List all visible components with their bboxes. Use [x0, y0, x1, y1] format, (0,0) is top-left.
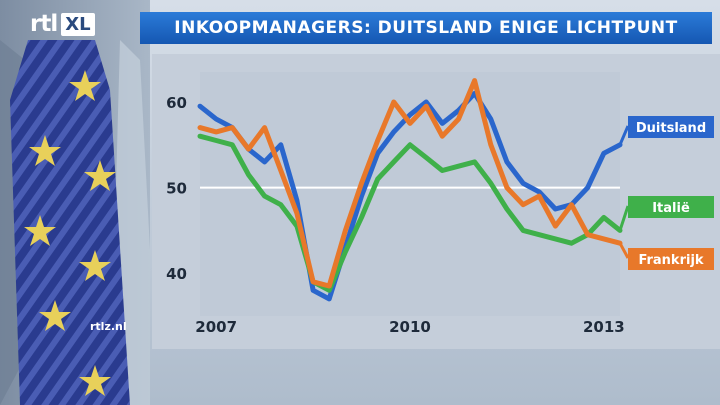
series-leader-italië [618, 205, 630, 231]
series-label-bg [628, 248, 714, 270]
series-leader-duitsland [618, 125, 630, 146]
series-label-bg [628, 116, 714, 138]
logo-xl-text: XL [61, 12, 95, 36]
eu-stars [24, 70, 116, 396]
series-label-italië: Italië [652, 201, 690, 216]
watermark: rtlz.nl [90, 320, 127, 333]
series-label-bg [628, 196, 714, 218]
logo-rtl-text: rtl [30, 11, 58, 37]
series-line-italië [197, 133, 623, 293]
chart-title: INKOOPMANAGERS: DUITSLAND ENIGE LICHTPUN… [174, 18, 678, 38]
x-tick-label: 2013 [583, 318, 625, 336]
y-tick-label: 60 [166, 94, 187, 112]
title-bar: INKOOPMANAGERS: DUITSLAND ENIGE LICHTPUN… [140, 12, 712, 44]
chart-panel [152, 54, 720, 349]
series-line-duitsland [197, 90, 623, 302]
x-tick-label: 2007 [195, 318, 237, 336]
x-tick-label: 2010 [389, 318, 431, 336]
series-leader-frankrijk [618, 242, 630, 259]
y-tick-label: 50 [166, 180, 187, 198]
series-line-frankrijk [197, 78, 623, 289]
suit-illustration [0, 0, 150, 405]
rtl-xl-logo: rtl XL [30, 10, 95, 38]
tie-icon [10, 40, 130, 405]
series-label-frankrijk: Frankrijk [638, 253, 703, 268]
series-label-duitsland: Duitsland [636, 121, 706, 136]
y-tick-label: 40 [166, 265, 187, 283]
